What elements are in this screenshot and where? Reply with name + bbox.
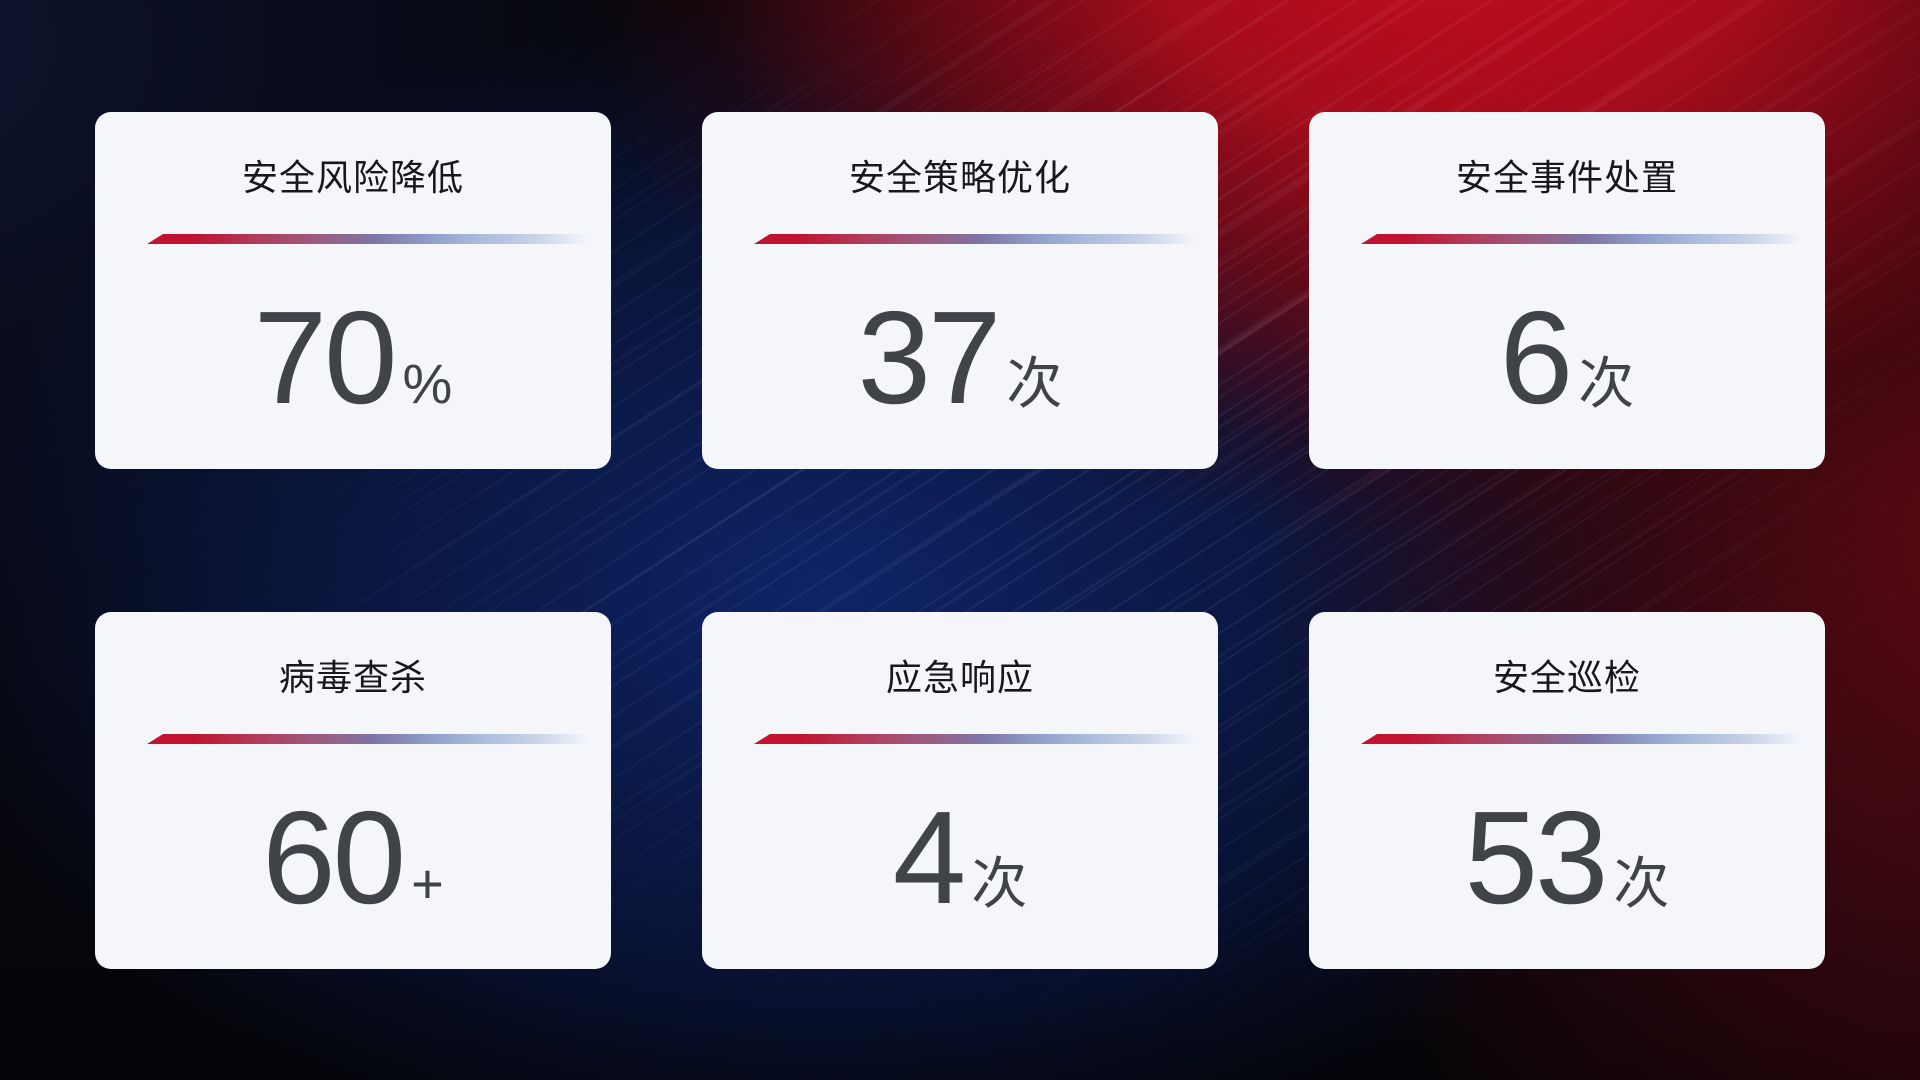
stat-unit: 次	[1613, 852, 1670, 915]
stat-card-security-risk-reduction: 安全风险降低 70 %	[95, 112, 611, 469]
stat-number: 70	[253, 284, 398, 431]
stat-card-virus-scan-kill: 病毒查杀 60 +	[95, 612, 611, 969]
card-title: 安全策略优化	[848, 157, 1071, 198]
stat-card-emergency-response: 应急响应 4 次	[702, 612, 1218, 969]
stat-card-grid: 安全风险降低 70 % 安全策略优化 37 次 安全事件处置 6 次 病毒查	[95, 112, 1825, 969]
gradient-divider	[147, 734, 597, 744]
stat-value: 70 %	[95, 292, 611, 424]
stat-value: 37 次	[702, 292, 1218, 424]
card-title: 安全风险降低	[241, 157, 464, 198]
gradient-divider	[754, 234, 1204, 244]
stat-number: 4	[892, 784, 966, 931]
stat-value: 60 +	[95, 792, 611, 924]
gradient-divider	[147, 234, 597, 244]
stat-number: 60	[262, 784, 406, 931]
stat-unit: 次	[971, 852, 1028, 915]
stat-card-security-policy-optimization: 安全策略优化 37 次	[702, 112, 1218, 469]
card-title: 安全事件处置	[1455, 157, 1678, 198]
card-title: 安全巡检	[1492, 657, 1641, 698]
stat-value: 4 次	[702, 792, 1218, 924]
stat-unit: 次	[1578, 352, 1635, 415]
gradient-divider	[1361, 234, 1811, 244]
card-title: 应急响应	[885, 657, 1034, 698]
stat-number: 53	[1464, 784, 1609, 931]
gradient-divider	[1361, 734, 1811, 744]
stat-value: 53 次	[1309, 792, 1825, 924]
card-title: 病毒查杀	[278, 657, 427, 698]
stat-unit: 次	[1006, 352, 1063, 415]
stat-card-security-incident-handling: 安全事件处置 6 次	[1309, 112, 1825, 469]
stat-unit: %	[402, 352, 453, 415]
stat-number: 37	[857, 284, 1002, 431]
stat-card-security-inspection: 安全巡检 53 次	[1309, 612, 1825, 969]
stat-number: 6	[1499, 284, 1573, 431]
stat-value: 6 次	[1309, 292, 1825, 424]
stat-unit: +	[411, 852, 444, 915]
gradient-divider	[754, 734, 1204, 744]
